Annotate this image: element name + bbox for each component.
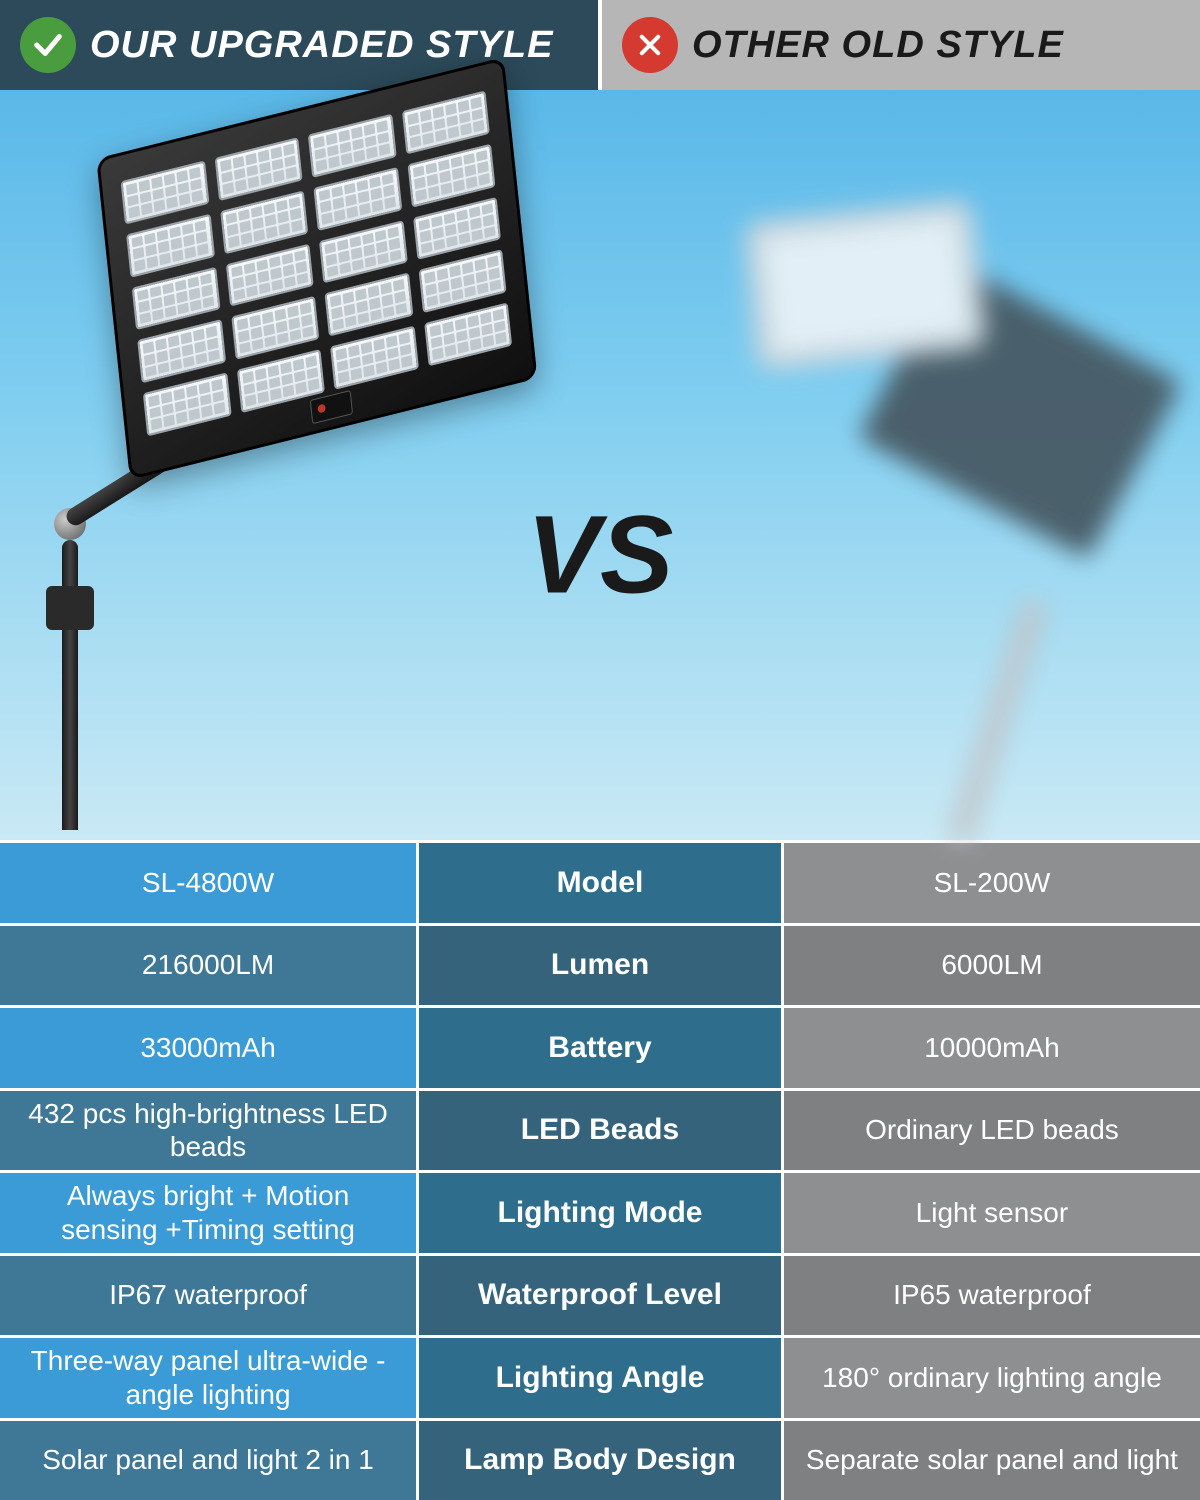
- cell-left: Always bright + Motion sensing +Timing s…: [0, 1173, 419, 1253]
- cell-left: Solar panel and light 2 in 1: [0, 1421, 419, 1500]
- table-row: 33000mAhBattery10000mAh: [0, 1005, 1200, 1088]
- cell-right: IP65 waterproof: [784, 1256, 1200, 1336]
- table-row: Three-way panel ultra-wide -angle lighti…: [0, 1335, 1200, 1418]
- pole: [62, 540, 78, 830]
- lamp-head: [96, 57, 537, 480]
- led-panel: [407, 143, 495, 207]
- led-panel: [137, 320, 225, 384]
- cell-left: SL-4800W: [0, 843, 419, 923]
- hero: VS: [0, 90, 1200, 840]
- cell-mid: Waterproof Level: [419, 1256, 784, 1336]
- led-panel: [126, 214, 214, 278]
- cell-right: 6000LM: [784, 926, 1200, 1006]
- led-panel: [143, 373, 231, 437]
- table-row: SL-4800WModelSL-200W: [0, 840, 1200, 923]
- hero-left: [0, 90, 600, 840]
- table-row: 432 pcs high-brightness LED beadsLED Bea…: [0, 1088, 1200, 1171]
- led-panel: [121, 160, 209, 224]
- led-panel: [214, 137, 302, 201]
- cell-right: Separate solar panel and light: [784, 1421, 1200, 1500]
- product-upgraded: [10, 130, 570, 830]
- led-panel: [418, 250, 506, 314]
- led-panel: [401, 90, 489, 154]
- cell-mid: Lighting Mode: [419, 1173, 784, 1253]
- cell-mid: Lumen: [419, 926, 784, 1006]
- cell-left: 33000mAh: [0, 1008, 419, 1088]
- cell-right: Light sensor: [784, 1173, 1200, 1253]
- table-row: Solar panel and light 2 in 1Lamp Body De…: [0, 1418, 1200, 1500]
- led-panel: [231, 296, 319, 360]
- comparison-infographic: OUR UPGRADED STYLE OTHER OLD STYLE: [0, 0, 1200, 1500]
- header-right: OTHER OLD STYLE: [598, 0, 1200, 90]
- old-light-head: [743, 198, 987, 371]
- led-panel: [325, 273, 413, 337]
- pole-clamp: [46, 586, 94, 630]
- table-row: IP67 waterproofWaterproof LevelIP65 wate…: [0, 1253, 1200, 1336]
- hero-right: [600, 90, 1200, 840]
- comparison-table: SL-4800WModelSL-200W216000LMLumen6000LM3…: [0, 840, 1200, 1500]
- product-old: [620, 140, 1180, 840]
- led-panel: [313, 167, 401, 231]
- led-panel: [132, 267, 220, 331]
- led-panel: [308, 114, 396, 178]
- cross-icon: [622, 17, 678, 73]
- cell-right: Ordinary LED beads: [784, 1091, 1200, 1171]
- led-panel: [413, 197, 501, 261]
- cell-mid: Lamp Body Design: [419, 1421, 784, 1500]
- cell-left: 216000LM: [0, 926, 419, 1006]
- led-panel: [330, 326, 418, 390]
- vs-label: VS: [527, 492, 674, 619]
- table-row: Always bright + Motion sensing +Timing s…: [0, 1170, 1200, 1253]
- cell-right: 180° ordinary lighting angle: [784, 1338, 1200, 1418]
- cell-mid: Model: [419, 843, 784, 923]
- cell-left: 432 pcs high-brightness LED beads: [0, 1091, 419, 1171]
- header-right-title: OTHER OLD STYLE: [692, 24, 1064, 67]
- cell-left: IP67 waterproof: [0, 1256, 419, 1336]
- header: OUR UPGRADED STYLE OTHER OLD STYLE: [0, 0, 1200, 90]
- table-row: 216000LMLumen6000LM: [0, 923, 1200, 1006]
- led-panel: [424, 303, 512, 367]
- old-pole: [949, 599, 1047, 844]
- led-panel: [225, 243, 313, 307]
- led-panel: [220, 190, 308, 254]
- cell-left: Three-way panel ultra-wide -angle lighti…: [0, 1338, 419, 1418]
- cell-mid: Lighting Angle: [419, 1338, 784, 1418]
- cell-right: 10000mAh: [784, 1008, 1200, 1088]
- check-icon: [20, 17, 76, 73]
- led-panel: [319, 220, 407, 284]
- cell-mid: Battery: [419, 1008, 784, 1088]
- header-left: OUR UPGRADED STYLE: [0, 0, 598, 90]
- cell-right: SL-200W: [784, 843, 1200, 923]
- cell-mid: LED Beads: [419, 1091, 784, 1171]
- header-left-title: OUR UPGRADED STYLE: [90, 24, 553, 67]
